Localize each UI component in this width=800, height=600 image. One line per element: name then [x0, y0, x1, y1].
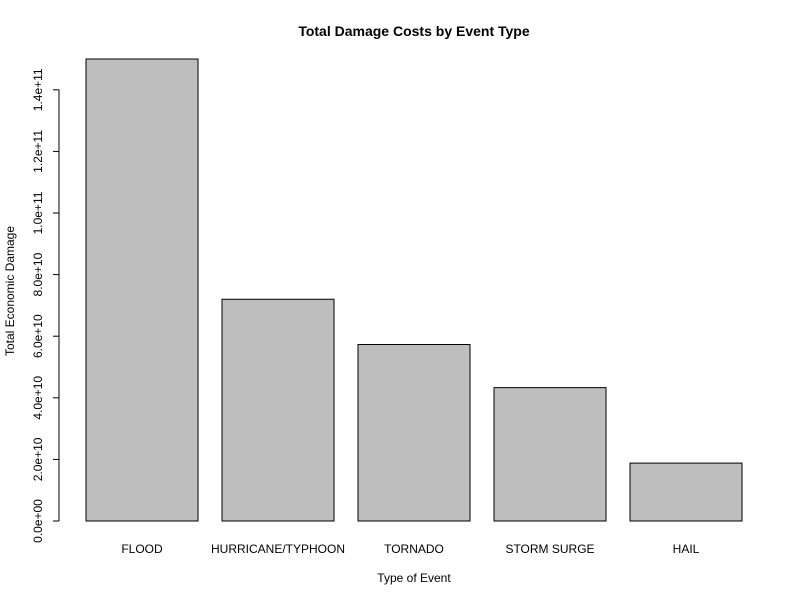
y-tick-label: 8.0e+10	[31, 252, 45, 296]
bar-hurricane-typhoon	[221, 298, 335, 522]
y-axis-label: Total Economic Damage	[3, 226, 17, 356]
y-tick-label: 1.4e+11	[31, 68, 45, 111]
y-tick-label: 2.0e+10	[31, 437, 45, 481]
x-tick-label: HURRICANE/TYPHOON	[211, 542, 345, 556]
x-tick-label: HAIL	[673, 542, 700, 556]
y-axis: 0.0e+00 2.0e+10 4.0e+10 6.0e+10 8.0e+10 1.0e+…	[31, 68, 60, 543]
x-tick-label: STORM SURGE	[505, 542, 594, 556]
y-tick-label: 1.0e+11	[31, 191, 45, 234]
bar-hail	[629, 462, 743, 522]
x-tick-label: FLOOD	[121, 542, 163, 556]
y-tick-label: 4.0e+10	[31, 376, 45, 420]
category-labels-group: FLOOD HURRICANE/TYPHOON TORNADO STORM SURGE…	[121, 542, 699, 556]
y-tick-label: 1.2e+11	[31, 130, 45, 173]
chart-title: Total Damage Costs by Event Type	[298, 23, 530, 39]
bar-storm-surge	[493, 387, 607, 522]
bar-tornado	[357, 344, 471, 522]
x-axis-label: Type of Event	[377, 571, 451, 585]
y-tick-label: 0.0e+00	[31, 499, 45, 543]
bars-group	[85, 58, 743, 522]
y-tick-label: 6.0e+10	[31, 314, 45, 358]
x-tick-label: TORNADO	[384, 542, 444, 556]
bar-flood	[85, 58, 199, 522]
